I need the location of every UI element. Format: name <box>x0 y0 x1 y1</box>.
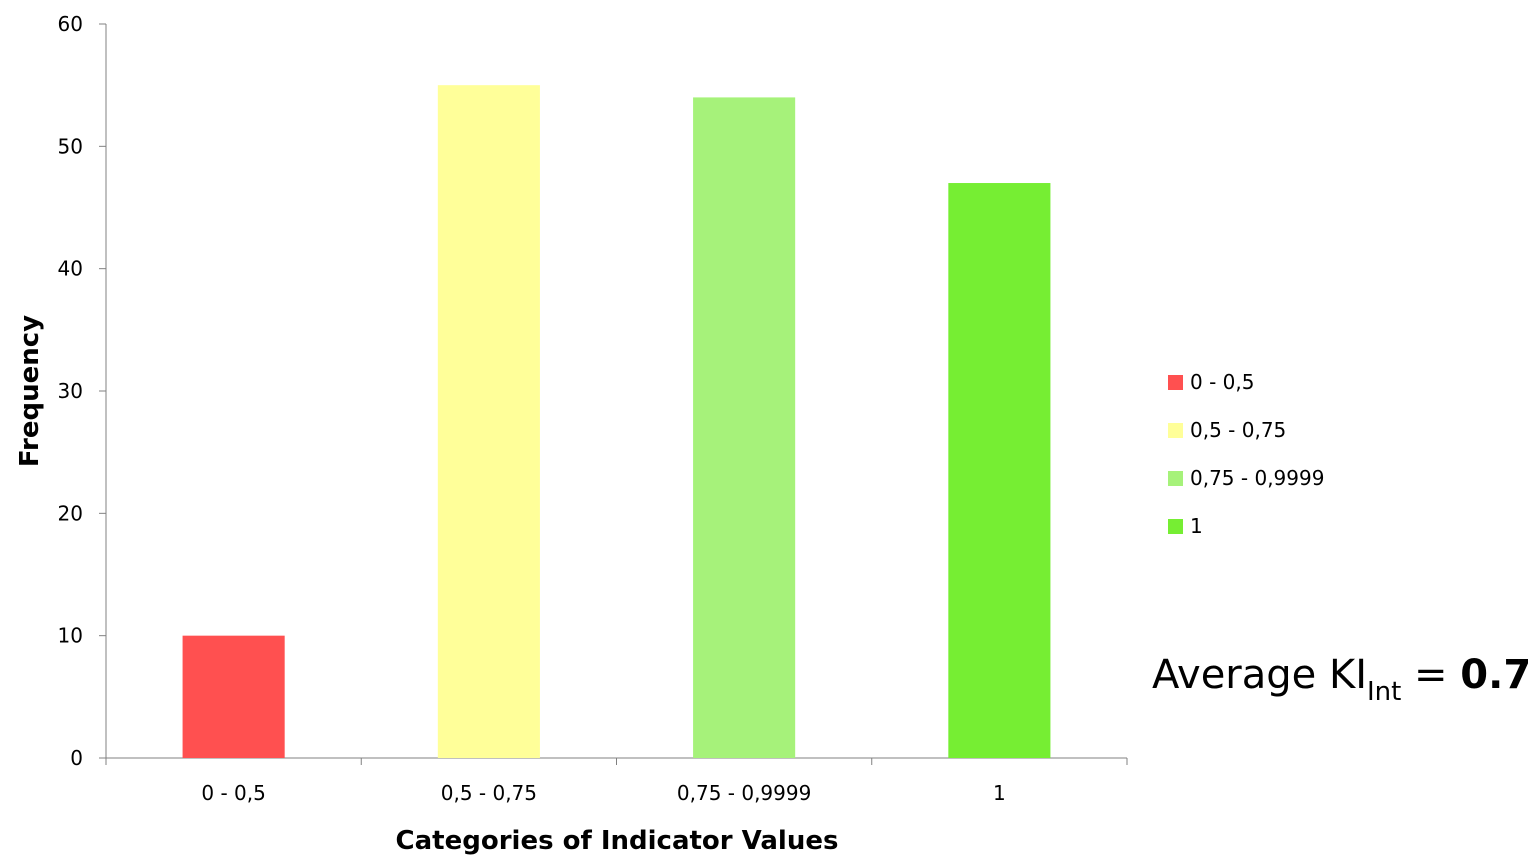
legend-item: 0,75 - 0,9999 <box>1168 454 1324 502</box>
legend-item: 0,5 - 0,75 <box>1168 406 1324 454</box>
legend: 0 - 0,5 0,5 - 0,75 0,75 - 0,9999 1 <box>1168 358 1324 550</box>
legend-label: 0 - 0,5 <box>1190 370 1255 394</box>
y-tick-label: 10 <box>58 624 83 648</box>
annotation-subscript: Int <box>1367 677 1402 707</box>
y-tick-label: 60 <box>58 12 83 36</box>
annotation-value: 0.79 <box>1460 652 1528 698</box>
legend-item: 0 - 0,5 <box>1168 358 1324 406</box>
bar <box>437 85 540 758</box>
x-tick-label: 1 <box>993 781 1006 805</box>
x-axis: 0 - 0,5 0,5 - 0,75 0,75 - 0,9999 1 <box>99 757 1128 805</box>
bar <box>693 97 796 758</box>
legend-label: 0,75 - 0,9999 <box>1190 466 1325 490</box>
legend-swatch <box>1168 470 1183 486</box>
average-annotation: Average KIInt = 0.79 <box>1152 652 1528 705</box>
y-tick-label: 40 <box>58 257 83 281</box>
legend-swatch <box>1168 374 1183 390</box>
bar <box>182 635 285 758</box>
x-tick-label: 0,5 - 0,75 <box>441 781 537 805</box>
y-axis: 0 10 20 30 40 50 60 <box>58 12 107 770</box>
bars <box>182 85 1051 759</box>
legend-label: 0,5 - 0,75 <box>1190 418 1287 442</box>
annotation-prefix: Average KI <box>1152 652 1367 698</box>
x-axis-title: Categories of Indicator Values <box>396 826 839 856</box>
y-tick-label: 0 <box>70 746 83 770</box>
y-tick-label: 30 <box>58 379 83 403</box>
x-tick-label: 0 - 0,5 <box>201 781 265 805</box>
y-tick-label: 50 <box>58 134 83 158</box>
annotation-equals: = <box>1401 652 1461 698</box>
legend-label: 1 <box>1190 514 1203 538</box>
bar <box>948 183 1051 759</box>
y-axis-title: Frequency <box>15 315 45 467</box>
legend-swatch <box>1168 422 1183 438</box>
y-tick-label: 20 <box>58 501 83 525</box>
legend-swatch <box>1168 518 1183 534</box>
legend-item: 1 <box>1168 502 1324 550</box>
x-tick-label: 0,75 - 0,9999 <box>677 781 811 805</box>
